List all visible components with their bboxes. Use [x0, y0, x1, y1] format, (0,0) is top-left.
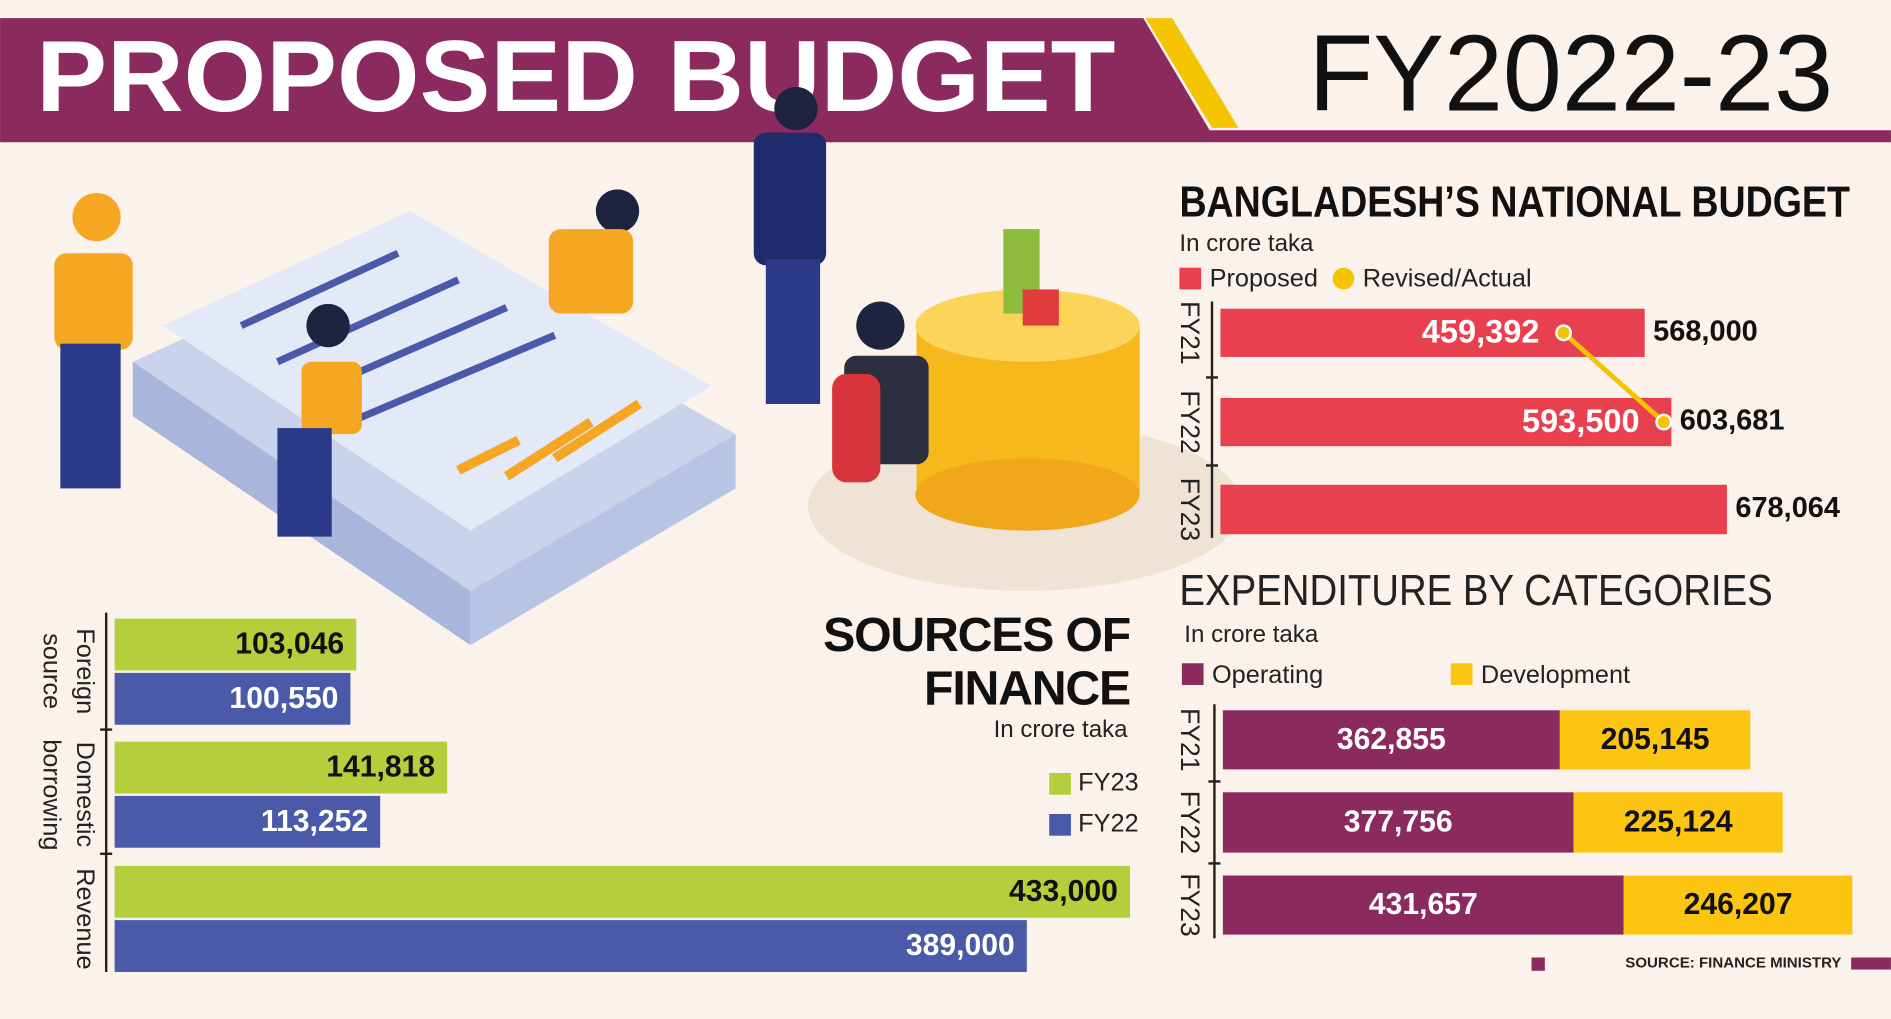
value-label: 603,681 [1680, 405, 1785, 437]
bar-segment [1222, 875, 1624, 935]
category-label-box: Domestic borrowing [37, 739, 99, 851]
value-label: 377,756 [1344, 806, 1453, 839]
bar-segment [1573, 792, 1783, 853]
bar [1220, 308, 1645, 357]
value-label: 431,657 [1369, 888, 1478, 921]
category-label: Domestic borrowing [37, 739, 99, 851]
value-label: 113,252 [261, 805, 368, 838]
category-label: FY21 [1175, 708, 1205, 771]
value-label: 205,145 [1601, 723, 1710, 756]
bar [114, 795, 381, 848]
legend-label: FY23 [1078, 769, 1139, 797]
revised-point [1655, 413, 1673, 431]
illustration [54, 86, 1243, 646]
category-label: Foreign source [37, 628, 99, 715]
chart-title: SOURCES OF FINANCE [823, 608, 1131, 716]
value-label: 100,550 [229, 682, 338, 715]
value-label: 141,818 [326, 751, 435, 784]
legend-marker [1049, 813, 1071, 836]
legend-marker [1332, 267, 1355, 290]
legend-label: Revised/Actual [1363, 264, 1532, 292]
bar-segment [1222, 710, 1560, 770]
chart-subtitle: In crore taka [994, 716, 1129, 743]
legend-label: Development [1481, 661, 1630, 689]
value-label: 433,000 [1009, 875, 1118, 908]
category-label-box: Revenue [71, 868, 99, 970]
chart-subtitle: In crore taka [1184, 621, 1319, 648]
category-label: FY23 [1175, 478, 1205, 541]
header-band [0, 18, 1891, 143]
bar-segment [1623, 875, 1853, 935]
category-label: Revenue [71, 868, 99, 970]
category-label: FY22 [1175, 791, 1205, 854]
category-label: FY22 [1175, 390, 1205, 453]
bar [114, 672, 351, 725]
legend-label: Operating [1212, 661, 1323, 689]
chart-title-box: SOURCES OF FINANCE [823, 608, 1131, 716]
chart-subtitle: In crore taka [1179, 230, 1314, 257]
header-stripe [1145, 18, 1239, 128]
category-label: FY21 [1175, 301, 1205, 364]
legend-marker [1179, 267, 1202, 290]
bar-segment [1559, 710, 1751, 770]
header-year: FY2022-23 [1308, 13, 1833, 134]
revised-line [1561, 331, 1666, 424]
chart-title: EXPENDITURE BY CATEGORIES [1179, 567, 1772, 615]
legend-label: Proposed [1210, 264, 1318, 292]
value-label: 103,046 [235, 628, 344, 661]
bar [114, 741, 448, 794]
bar-segment [1222, 792, 1574, 853]
source-marker [1851, 957, 1891, 970]
bar [114, 865, 1131, 918]
header-title: PROPOSED BUDGET [36, 20, 1115, 133]
bar [114, 920, 1027, 972]
value-label: 225,124 [1624, 806, 1733, 839]
value-label: 389,000 [906, 929, 1015, 962]
legend-label: FY22 [1078, 810, 1139, 838]
bar [114, 618, 357, 671]
value-label: 593,500 [1522, 403, 1640, 439]
source-marker [1531, 957, 1545, 971]
value-label: 246,207 [1684, 888, 1793, 921]
value-label: 362,855 [1337, 723, 1446, 756]
legend-marker [1049, 772, 1071, 795]
legend-marker [1450, 663, 1473, 685]
bar [1220, 484, 1727, 535]
legend-marker [1181, 663, 1204, 685]
category-label: FY23 [1175, 873, 1205, 936]
value-label: 459,392 [1422, 314, 1540, 350]
revised-point [1555, 324, 1573, 342]
source-note: SOURCE: FINANCE MINISTRY [1625, 955, 1841, 972]
value-label: 568,000 [1653, 315, 1758, 347]
chart-title: BANGLADESH’S NATIONAL BUDGET [1179, 178, 1850, 226]
category-label-box: Foreign source [37, 628, 99, 715]
bar [1220, 397, 1672, 447]
value-label: 678,064 [1735, 492, 1840, 524]
